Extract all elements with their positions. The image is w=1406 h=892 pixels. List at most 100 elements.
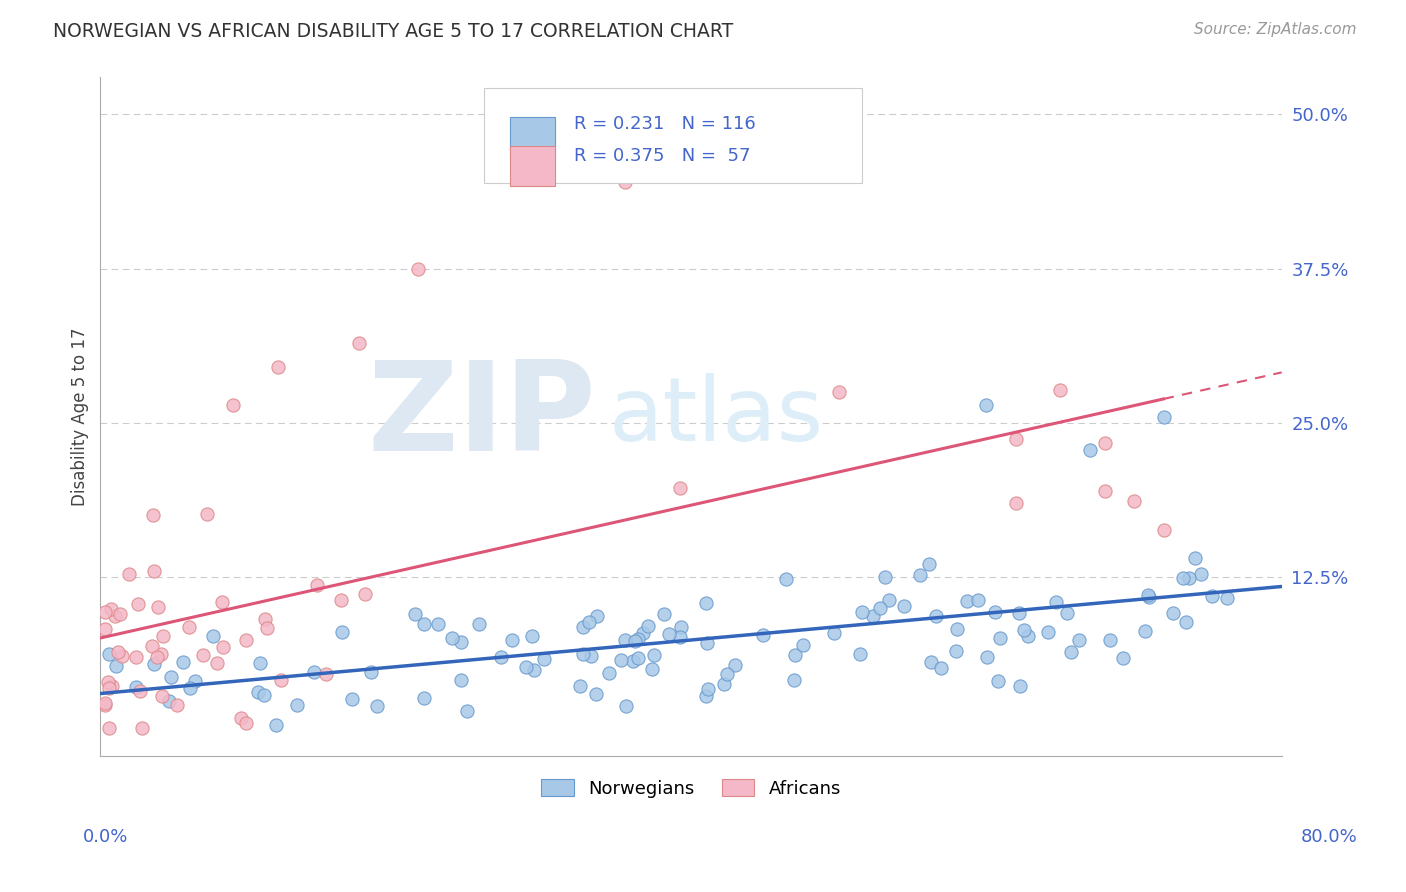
Point: [598, 665, 620, 680]
Point: [1137, 588, 1160, 602]
Point: [235, 716, 257, 731]
Point: [976, 397, 998, 411]
Point: [983, 605, 1005, 619]
Point: [412, 691, 434, 706]
Point: [1174, 615, 1197, 629]
Point: [851, 605, 873, 619]
Point: [101, 679, 124, 693]
Point: [621, 654, 644, 668]
Point: [160, 670, 183, 684]
Point: [533, 652, 555, 666]
Point: [1184, 551, 1206, 566]
Point: [571, 647, 593, 661]
Point: [1137, 591, 1160, 605]
Point: [1163, 606, 1185, 620]
Point: [1017, 629, 1039, 643]
Point: [1005, 432, 1028, 446]
Point: [669, 481, 692, 495]
Point: [468, 617, 491, 632]
Point: [143, 657, 166, 672]
Point: [520, 628, 543, 642]
Point: [191, 648, 214, 662]
Point: [1153, 523, 1175, 537]
Point: [340, 692, 363, 706]
Point: [862, 608, 884, 623]
Y-axis label: Disability Age 5 to 17: Disability Age 5 to 17: [72, 327, 89, 506]
Point: [917, 557, 939, 571]
Point: [353, 587, 375, 601]
Point: [893, 599, 915, 613]
Point: [1123, 494, 1146, 508]
Point: [579, 648, 602, 663]
Point: [1201, 590, 1223, 604]
Point: [783, 673, 806, 687]
Point: [696, 681, 718, 696]
Point: [97, 721, 120, 735]
Point: [695, 596, 717, 610]
Point: [849, 647, 872, 661]
Point: [585, 688, 607, 702]
Text: R = 0.375   N =  57: R = 0.375 N = 57: [574, 147, 751, 165]
Point: [1067, 633, 1090, 648]
Point: [637, 619, 659, 633]
FancyBboxPatch shape: [484, 87, 862, 183]
Point: [256, 621, 278, 635]
Point: [631, 626, 654, 640]
Point: [945, 622, 967, 636]
Point: [614, 698, 637, 713]
Point: [945, 644, 967, 658]
Point: [614, 632, 637, 647]
Point: [253, 689, 276, 703]
Point: [929, 661, 952, 675]
Point: [177, 619, 200, 633]
Point: [146, 599, 169, 614]
Point: [869, 600, 891, 615]
Point: [695, 689, 717, 703]
Point: [304, 665, 326, 679]
Point: [270, 673, 292, 687]
Point: [360, 665, 382, 680]
Text: R = 0.231   N = 116: R = 0.231 N = 116: [574, 115, 756, 133]
FancyBboxPatch shape: [510, 146, 555, 186]
Point: [1171, 571, 1194, 585]
Point: [307, 578, 329, 592]
Point: [195, 507, 218, 521]
Point: [172, 655, 194, 669]
Point: [100, 601, 122, 615]
Point: [347, 335, 370, 350]
Point: [1094, 483, 1116, 498]
Point: [1012, 623, 1035, 637]
Point: [724, 658, 747, 673]
Point: [366, 699, 388, 714]
Point: [1045, 595, 1067, 609]
Text: Source: ZipAtlas.com: Source: ZipAtlas.com: [1194, 22, 1357, 37]
Point: [1008, 606, 1031, 620]
Point: [94, 698, 117, 713]
Point: [792, 638, 814, 652]
Point: [440, 631, 463, 645]
Point: [202, 629, 225, 643]
Point: [1098, 633, 1121, 648]
Point: [652, 607, 675, 621]
Point: [696, 636, 718, 650]
Point: [875, 570, 897, 584]
Point: [515, 660, 537, 674]
Point: [104, 609, 127, 624]
Point: [643, 648, 665, 662]
Text: atlas: atlas: [609, 374, 824, 460]
Point: [127, 598, 149, 612]
Point: [254, 612, 277, 626]
Point: [1036, 624, 1059, 639]
Point: [413, 616, 436, 631]
Point: [264, 717, 287, 731]
Point: [330, 625, 353, 640]
Point: [149, 647, 172, 661]
Point: [713, 677, 735, 691]
Point: [108, 607, 131, 621]
Text: NORWEGIAN VS AFRICAN DISABILITY AGE 5 TO 17 CORRELATION CHART: NORWEGIAN VS AFRICAN DISABILITY AGE 5 TO…: [53, 22, 734, 41]
Point: [955, 594, 977, 608]
Point: [107, 645, 129, 659]
Point: [823, 625, 845, 640]
Point: [828, 384, 851, 399]
Point: [988, 631, 1011, 645]
